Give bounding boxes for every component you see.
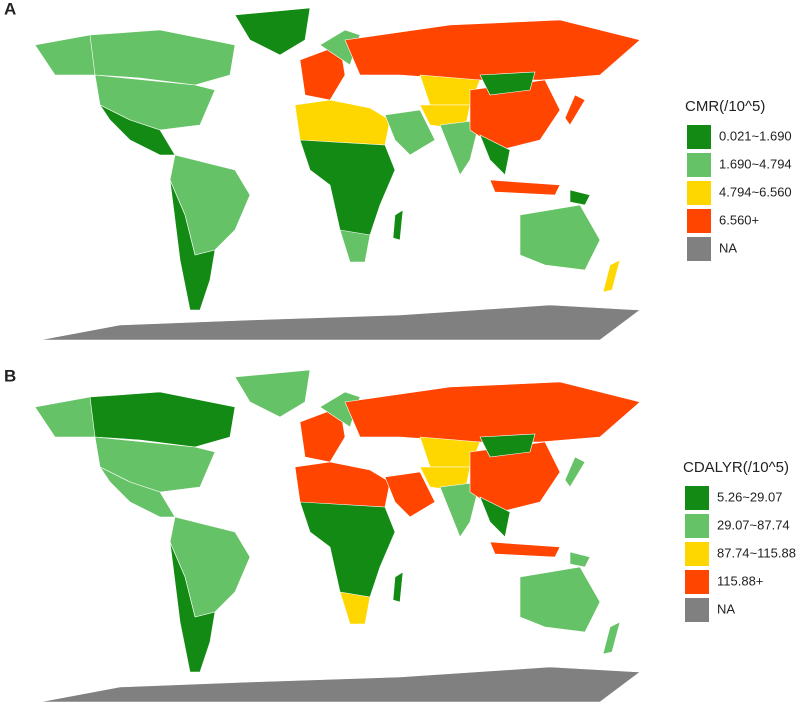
region [34,34,96,76]
legend-label: 87.74~115.88 [717,545,796,560]
region [392,209,404,241]
region [489,541,561,558]
region [602,259,621,293]
legend-title: CMR(/10^5) [685,98,765,115]
legend-label: 0.021~1.690 [719,128,792,143]
region [479,433,536,458]
region [479,134,511,176]
region [99,104,176,156]
region [602,621,621,655]
map-panel: B CDALYR(/10^5) 5.26~29.07 29.07~87.74 87.74… [4,366,796,703]
region [489,179,561,196]
region [319,391,361,428]
region [339,229,371,263]
world-map [34,7,641,341]
region [469,441,561,513]
region [234,369,311,418]
legend-swatch [685,598,709,622]
region [339,591,371,625]
map-panel: A CMR(/10^5) 0.021~1.690 1.690~4.794 4.794~6… [4,0,792,341]
legend-title: CDALYR(/10^5) [683,459,789,476]
region [519,204,601,271]
region [234,7,311,56]
region [34,396,96,438]
region [569,551,591,568]
region [169,179,216,311]
world-map [34,369,641,703]
region [39,666,641,703]
legend-label: 5.26~29.07 [717,489,782,504]
region [384,109,436,156]
legend-label: 1.690~4.794 [719,156,792,171]
region [39,304,641,341]
legend-swatch [685,486,709,510]
legend-swatch [687,209,711,233]
panel-label: A [4,0,16,18]
region [169,541,216,673]
region [469,79,561,151]
legend-label: 4.794~6.560 [719,184,792,199]
region [344,381,641,443]
legend-label: 29.07~87.74 [717,517,790,532]
legend-swatch [687,181,711,205]
region [564,456,586,488]
region [569,189,591,206]
region [479,496,511,538]
region [344,19,641,81]
legend-label: 6.560+ [719,212,759,227]
region [519,566,601,633]
region [479,71,536,96]
legend: CMR(/10^5) 0.021~1.690 1.690~4.794 4.794~6.… [685,98,792,261]
panel-label: B [4,366,16,385]
legend-swatch [685,570,709,594]
legend-swatch [687,237,711,261]
region [564,94,586,126]
legend-label: NA [717,601,735,616]
legend-label: 115.88+ [717,573,763,588]
legend-swatch [687,153,711,177]
region [392,571,404,603]
legend-label: NA [719,240,737,255]
region [319,29,361,66]
legend-swatch [687,125,711,149]
region [384,471,436,518]
legend-swatch [685,542,709,566]
region [99,466,176,518]
legend: CDALYR(/10^5) 5.26~29.07 29.07~87.74 87.74~… [683,459,796,622]
legend-swatch [685,514,709,538]
